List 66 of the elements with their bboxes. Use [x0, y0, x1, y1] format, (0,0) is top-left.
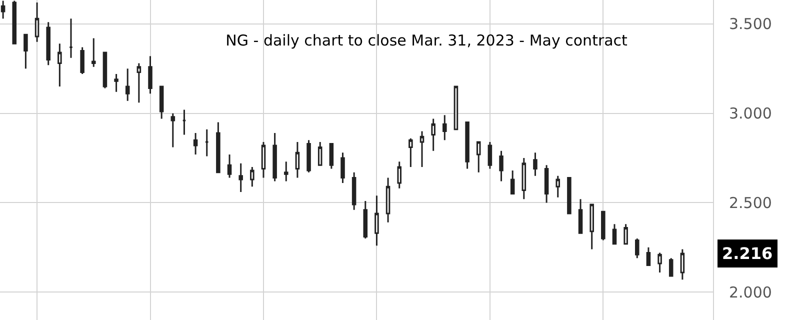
candlestick	[306, 139, 311, 174]
candlestick	[442, 114, 447, 141]
candlestick	[624, 223, 628, 245]
y-tick-label: 2.500	[729, 194, 772, 212]
candlestick	[284, 160, 288, 182]
candlestick	[24, 34, 28, 70]
candlestick	[408, 138, 413, 168]
candlestick	[261, 141, 266, 178]
y-tick-label: 3.500	[729, 15, 772, 34]
candlestick	[329, 142, 334, 170]
candlestick	[238, 162, 243, 193]
candlestick	[476, 141, 481, 174]
candlestick	[68, 18, 74, 59]
candlestick	[250, 166, 254, 188]
candlestick	[397, 160, 402, 190]
candlestick	[227, 154, 232, 178]
candlestick	[465, 122, 470, 170]
candlestick	[420, 130, 424, 168]
candlestick	[499, 150, 504, 182]
candlestick	[80, 46, 84, 75]
candlestick	[216, 122, 220, 174]
candlestick	[92, 38, 96, 68]
candlestick	[601, 210, 606, 242]
candlestick	[318, 141, 322, 166]
candlestick	[680, 248, 685, 280]
candlestick	[182, 109, 186, 136]
candlestick	[204, 128, 210, 157]
candlestick	[612, 223, 617, 245]
candlestick	[58, 42, 62, 88]
candlestick	[544, 164, 549, 204]
text: NG - daily chart to close Mar. 31, 2023 - May contract	[226, 31, 628, 50]
candlestick	[510, 170, 515, 195]
candlestick	[170, 112, 176, 148]
candlestick	[102, 52, 108, 90]
candlestick	[431, 118, 436, 152]
candlestick	[136, 62, 142, 104]
candlestick	[295, 141, 300, 178]
candlestick	[46, 21, 50, 66]
candlestick	[646, 246, 651, 266]
candlestick	[352, 172, 356, 211]
y-tick-label: 2.000	[729, 283, 772, 302]
candlestick	[114, 73, 118, 93]
candlestick	[148, 55, 152, 94]
candlestick	[12, 0, 17, 44]
candlestick	[567, 176, 572, 214]
candlestick	[374, 194, 379, 246]
candlestick	[0, 0, 6, 20]
candlestick	[658, 252, 662, 274]
candlestick	[556, 175, 560, 198]
candlestick	[125, 68, 130, 102]
candlestick	[340, 152, 345, 184]
candlestick	[363, 200, 368, 240]
candlestick	[578, 198, 583, 234]
candlestick	[272, 132, 277, 182]
text: 2.216	[722, 244, 773, 263]
candlestick	[590, 204, 594, 250]
candlestick	[159, 86, 164, 120]
candlestick	[533, 152, 538, 177]
candlestick	[635, 238, 640, 259]
candlestick	[488, 141, 492, 170]
candlestick	[668, 257, 674, 277]
candlestick	[454, 86, 458, 130]
y-tick-label: 3.000	[729, 104, 772, 123]
candlestick	[386, 176, 390, 224]
candlestick	[522, 157, 526, 200]
candlestick	[193, 132, 198, 156]
